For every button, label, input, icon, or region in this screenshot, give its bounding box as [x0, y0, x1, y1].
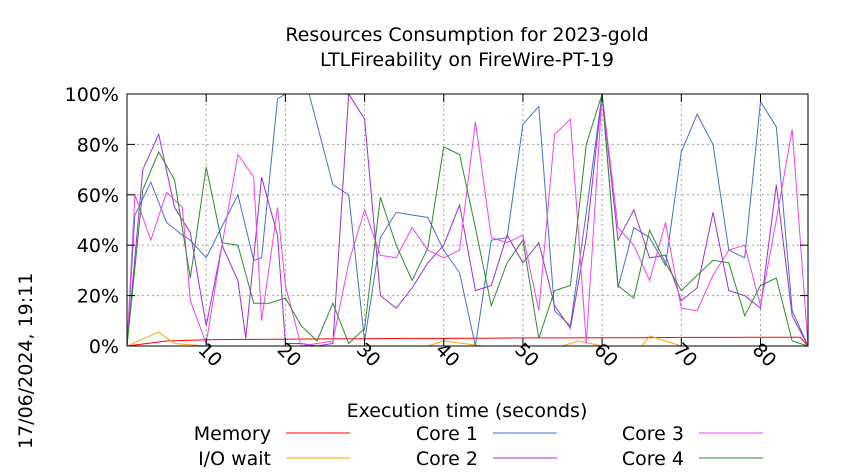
- series-line-core-4: [126, 93, 809, 347]
- legend-label-memory: Memory: [194, 423, 271, 445]
- chart-subtitle: LTLFireability on FireWire-PT-19: [320, 49, 614, 71]
- y-tick-label: 40%: [77, 235, 119, 257]
- series-line-core-3: [126, 93, 809, 347]
- series-line-core-2: [126, 92, 809, 347]
- y-tick-label: 100%: [65, 84, 119, 106]
- series-layer: [126, 92, 809, 347]
- x-tick-label: 60: [589, 339, 622, 372]
- y-tick-label: 60%: [77, 185, 119, 207]
- legend-label-core-3: Core 3: [622, 423, 684, 445]
- y-tick-label: 80%: [77, 134, 119, 156]
- legend-label-core-4: Core 4: [622, 448, 684, 470]
- x-tick-label: 30: [352, 339, 385, 372]
- chart-title: Resources Consumption for 2023-gold: [285, 24, 648, 46]
- series-line-memory: [126, 336, 809, 347]
- legend-label-core-1: Core 1: [416, 423, 478, 445]
- x-tick-label: 80: [748, 339, 781, 372]
- y-tick-label: 20%: [77, 286, 119, 308]
- legend: Memory I/O wait Core 1 Core 2 Core 3 Core 4: [194, 423, 763, 470]
- legend-label-core-2: Core 2: [416, 448, 478, 470]
- series-line-core-1: [126, 93, 809, 347]
- y-axis-ticks: 0% 20% 40% 60% 80% 100%: [65, 84, 808, 358]
- x-tick-label: 10: [194, 339, 227, 372]
- legend-label-i-o-wait: I/O wait: [198, 448, 271, 470]
- timestamp-label: 17/06/2024, 19:11: [15, 273, 37, 449]
- plot-frame: [126, 93, 809, 347]
- y-tick-label: 0%: [89, 336, 119, 358]
- x-axis-ticks: 10 20 30 40 50 60 70 80: [194, 94, 781, 372]
- x-tick-label: 50: [510, 339, 543, 372]
- x-axis-label: Execution time (seconds): [347, 400, 588, 422]
